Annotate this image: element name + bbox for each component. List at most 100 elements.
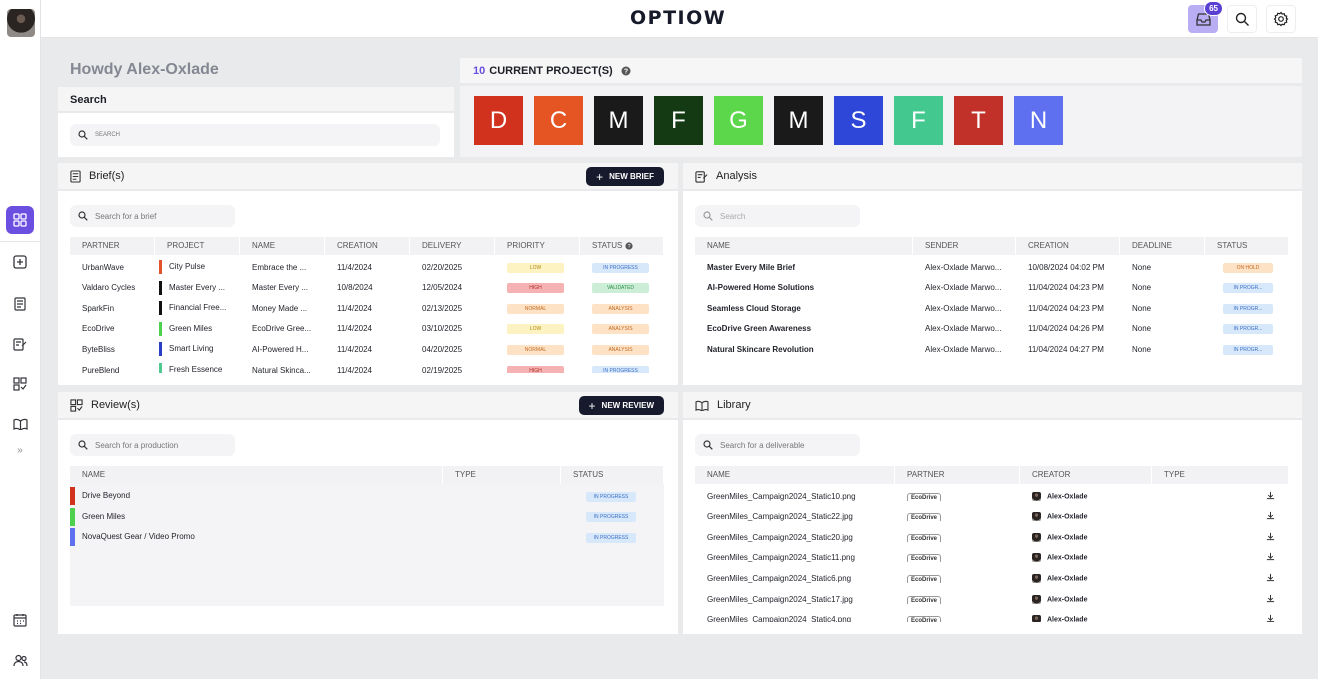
creation-cell: 10/8/2024 [337, 283, 373, 293]
search-icon[interactable] [1227, 5, 1257, 33]
column-header[interactable]: STATUS [561, 466, 664, 484]
download-icon[interactable] [1266, 614, 1275, 622]
table-row[interactable]: GreenMiles_Campaign2024_Static6.png EcoDr… [695, 568, 1289, 588]
creator-cell: Alex-Oxlade [1020, 573, 1152, 583]
creation-cell: 11/4/2024 [337, 324, 372, 334]
column-header[interactable]: DELIVERY [410, 237, 495, 255]
inbox-button[interactable]: 65 [1188, 1, 1223, 33]
column-header[interactable]: PARTNER [895, 466, 1020, 484]
project-color-bar [159, 342, 162, 357]
project-tile[interactable]: S [834, 96, 883, 145]
download-icon[interactable] [1266, 573, 1275, 584]
column-header[interactable]: CREATOR [1020, 466, 1152, 484]
column-header[interactable]: CREATION [1016, 237, 1120, 255]
creation-cell: 11/4/2024 [337, 262, 372, 272]
table-row[interactable]: GreenMiles_Campaign2024_Static22.jpg EcoD… [695, 507, 1289, 527]
table-row[interactable]: Drive Beyond IN PROGRESS [70, 486, 664, 506]
plus-icon: + [588, 398, 596, 413]
new-brief-button[interactable]: + NEW BRIEF [586, 167, 664, 186]
project-tile[interactable]: G [714, 96, 763, 145]
add-icon[interactable] [6, 248, 34, 276]
column-header[interactable]: CREATION [325, 237, 410, 255]
table-row[interactable]: SparkFin Financial Free... Money Made ... 1… [70, 298, 664, 318]
table-row[interactable]: PureBlend Fresh Essence Natural Skinca... 1… [70, 360, 664, 373]
project-tile[interactable]: F [654, 96, 703, 145]
calendar-icon[interactable] [6, 606, 34, 634]
dashboard-icon[interactable] [6, 206, 34, 234]
table-row[interactable]: Master Every Mile Brief Alex-Oxlade Marwo… [695, 257, 1289, 277]
table-row[interactable]: GreenMiles_Campaign2024_Static11.png EcoD… [695, 548, 1289, 568]
column-header[interactable]: DEADLINE [1120, 237, 1205, 255]
expand-sidebar-icon[interactable]: » [17, 445, 23, 456]
new-review-button[interactable]: + NEW REVIEW [578, 396, 664, 415]
table-row[interactable]: AI-Powered Home Solutions Alex-Oxlade Mar… [695, 278, 1289, 298]
svg-text:?: ? [624, 68, 628, 75]
table-row[interactable]: Seamless Cloud Storage Alex-Oxlade Marwo.… [695, 298, 1289, 318]
project-tile[interactable]: N [1014, 96, 1063, 145]
status-cell: IN PROGRESS [561, 511, 664, 523]
review-icon[interactable] [6, 370, 34, 398]
table-row[interactable]: Valdaro Cycles Master Every ... Master Eve… [70, 278, 664, 298]
table-row[interactable]: GreenMiles_Campaign2024_Static20.jpg EcoD… [695, 527, 1289, 547]
partner-cell: UrbanWave [82, 262, 124, 272]
creation-cell: 11/04/2024 04:27 PM [1028, 344, 1104, 354]
download-icon[interactable] [1266, 511, 1275, 522]
column-header[interactable]: NAME [695, 237, 913, 255]
table-row[interactable]: EcoDrive Green Awareness Alex-Oxlade Marw… [695, 319, 1289, 339]
project-tile[interactable]: M [594, 96, 643, 145]
column-header[interactable]: NAME [695, 466, 895, 484]
column-header[interactable]: TYPE [443, 466, 561, 484]
help-icon[interactable]: ? [621, 66, 631, 76]
table-row[interactable]: Natural Skincare Revolution Alex-Oxlade M… [695, 339, 1289, 359]
brief-search-input[interactable]: Search for a brief [70, 205, 235, 227]
library-title: Library [717, 399, 751, 411]
column-header[interactable]: NAME [240, 237, 325, 255]
library-icon[interactable] [6, 410, 34, 438]
review-name-cell: Green Miles [70, 507, 443, 526]
download-icon[interactable] [1266, 491, 1275, 502]
column-header[interactable]: SENDER [913, 237, 1016, 255]
analysis-search-input[interactable]: Search [695, 205, 860, 227]
analysis-icon[interactable] [6, 330, 34, 358]
status-help-icon[interactable]: ? [622, 241, 633, 250]
column-header[interactable]: PRIORITY [495, 237, 580, 255]
table-row[interactable]: GreenMiles_Campaign2024_Static17.jpg EcoD… [695, 589, 1289, 609]
project-tile[interactable]: D [474, 96, 523, 145]
status-badge: ANALYSIS [592, 344, 649, 355]
partner-tag: EcoDrive [907, 533, 942, 542]
download-icon[interactable] [1266, 553, 1275, 563]
project-tile[interactable]: M [774, 96, 823, 145]
table-row[interactable]: EcoDrive Green Miles EcoDrive Gree... 11/4/… [70, 319, 664, 339]
table-row[interactable]: NovaQuest Gear / Video Promo IN PROGRESS [70, 527, 664, 547]
users-icon[interactable] [6, 646, 34, 674]
reviews-table-body-bg [70, 484, 664, 606]
project-tile[interactable]: F [894, 96, 943, 145]
analysis-name-cell: AI-Powered Home Solutions [707, 283, 815, 293]
review-search-input[interactable]: Search for a production [70, 434, 235, 456]
creator-name: Alex-Oxlade [1047, 554, 1088, 562]
column-header[interactable]: TYPE [1152, 466, 1289, 484]
table-row[interactable]: GreenMiles_Campaign2024_Static4.png EcoDr… [695, 610, 1289, 622]
column-header[interactable]: NAME [70, 466, 443, 484]
table-row[interactable]: Green Miles IN PROGRESS [70, 507, 664, 527]
download-icon[interactable] [1266, 532, 1275, 543]
download-icon[interactable] [1266, 594, 1275, 605]
project-tile[interactable]: C [534, 96, 583, 145]
creation-cell: 11/4/2024 [337, 365, 372, 374]
library-search-input[interactable]: Search for a deliverable [695, 434, 860, 456]
global-search-input[interactable]: SEARCH [70, 124, 440, 146]
column-header[interactable]: PARTNER [70, 237, 155, 255]
table-row[interactable]: GreenMiles_Campaign2024_Static10.png EcoD… [695, 486, 1289, 506]
analysis-name-cell: Natural Skincare Revolution [707, 344, 814, 354]
avatar[interactable] [7, 9, 35, 37]
column-header[interactable]: STATUS? [580, 237, 664, 255]
brief-icon[interactable] [6, 290, 34, 318]
priority-badge: HIGH [507, 365, 564, 373]
project-tile[interactable]: T [954, 96, 1003, 145]
table-row[interactable]: ByteBliss Smart Living AI-Powered H... 11/4… [70, 339, 664, 359]
gear-icon[interactable] [1266, 5, 1296, 33]
table-row[interactable]: UrbanWave City Pulse Embrace the ... 11/4/2… [70, 257, 664, 277]
column-header[interactable]: STATUS [1205, 237, 1289, 255]
file-name-cell: GreenMiles_Campaign2024_Static11.png [707, 553, 855, 563]
column-header[interactable]: PROJECT [155, 237, 240, 255]
